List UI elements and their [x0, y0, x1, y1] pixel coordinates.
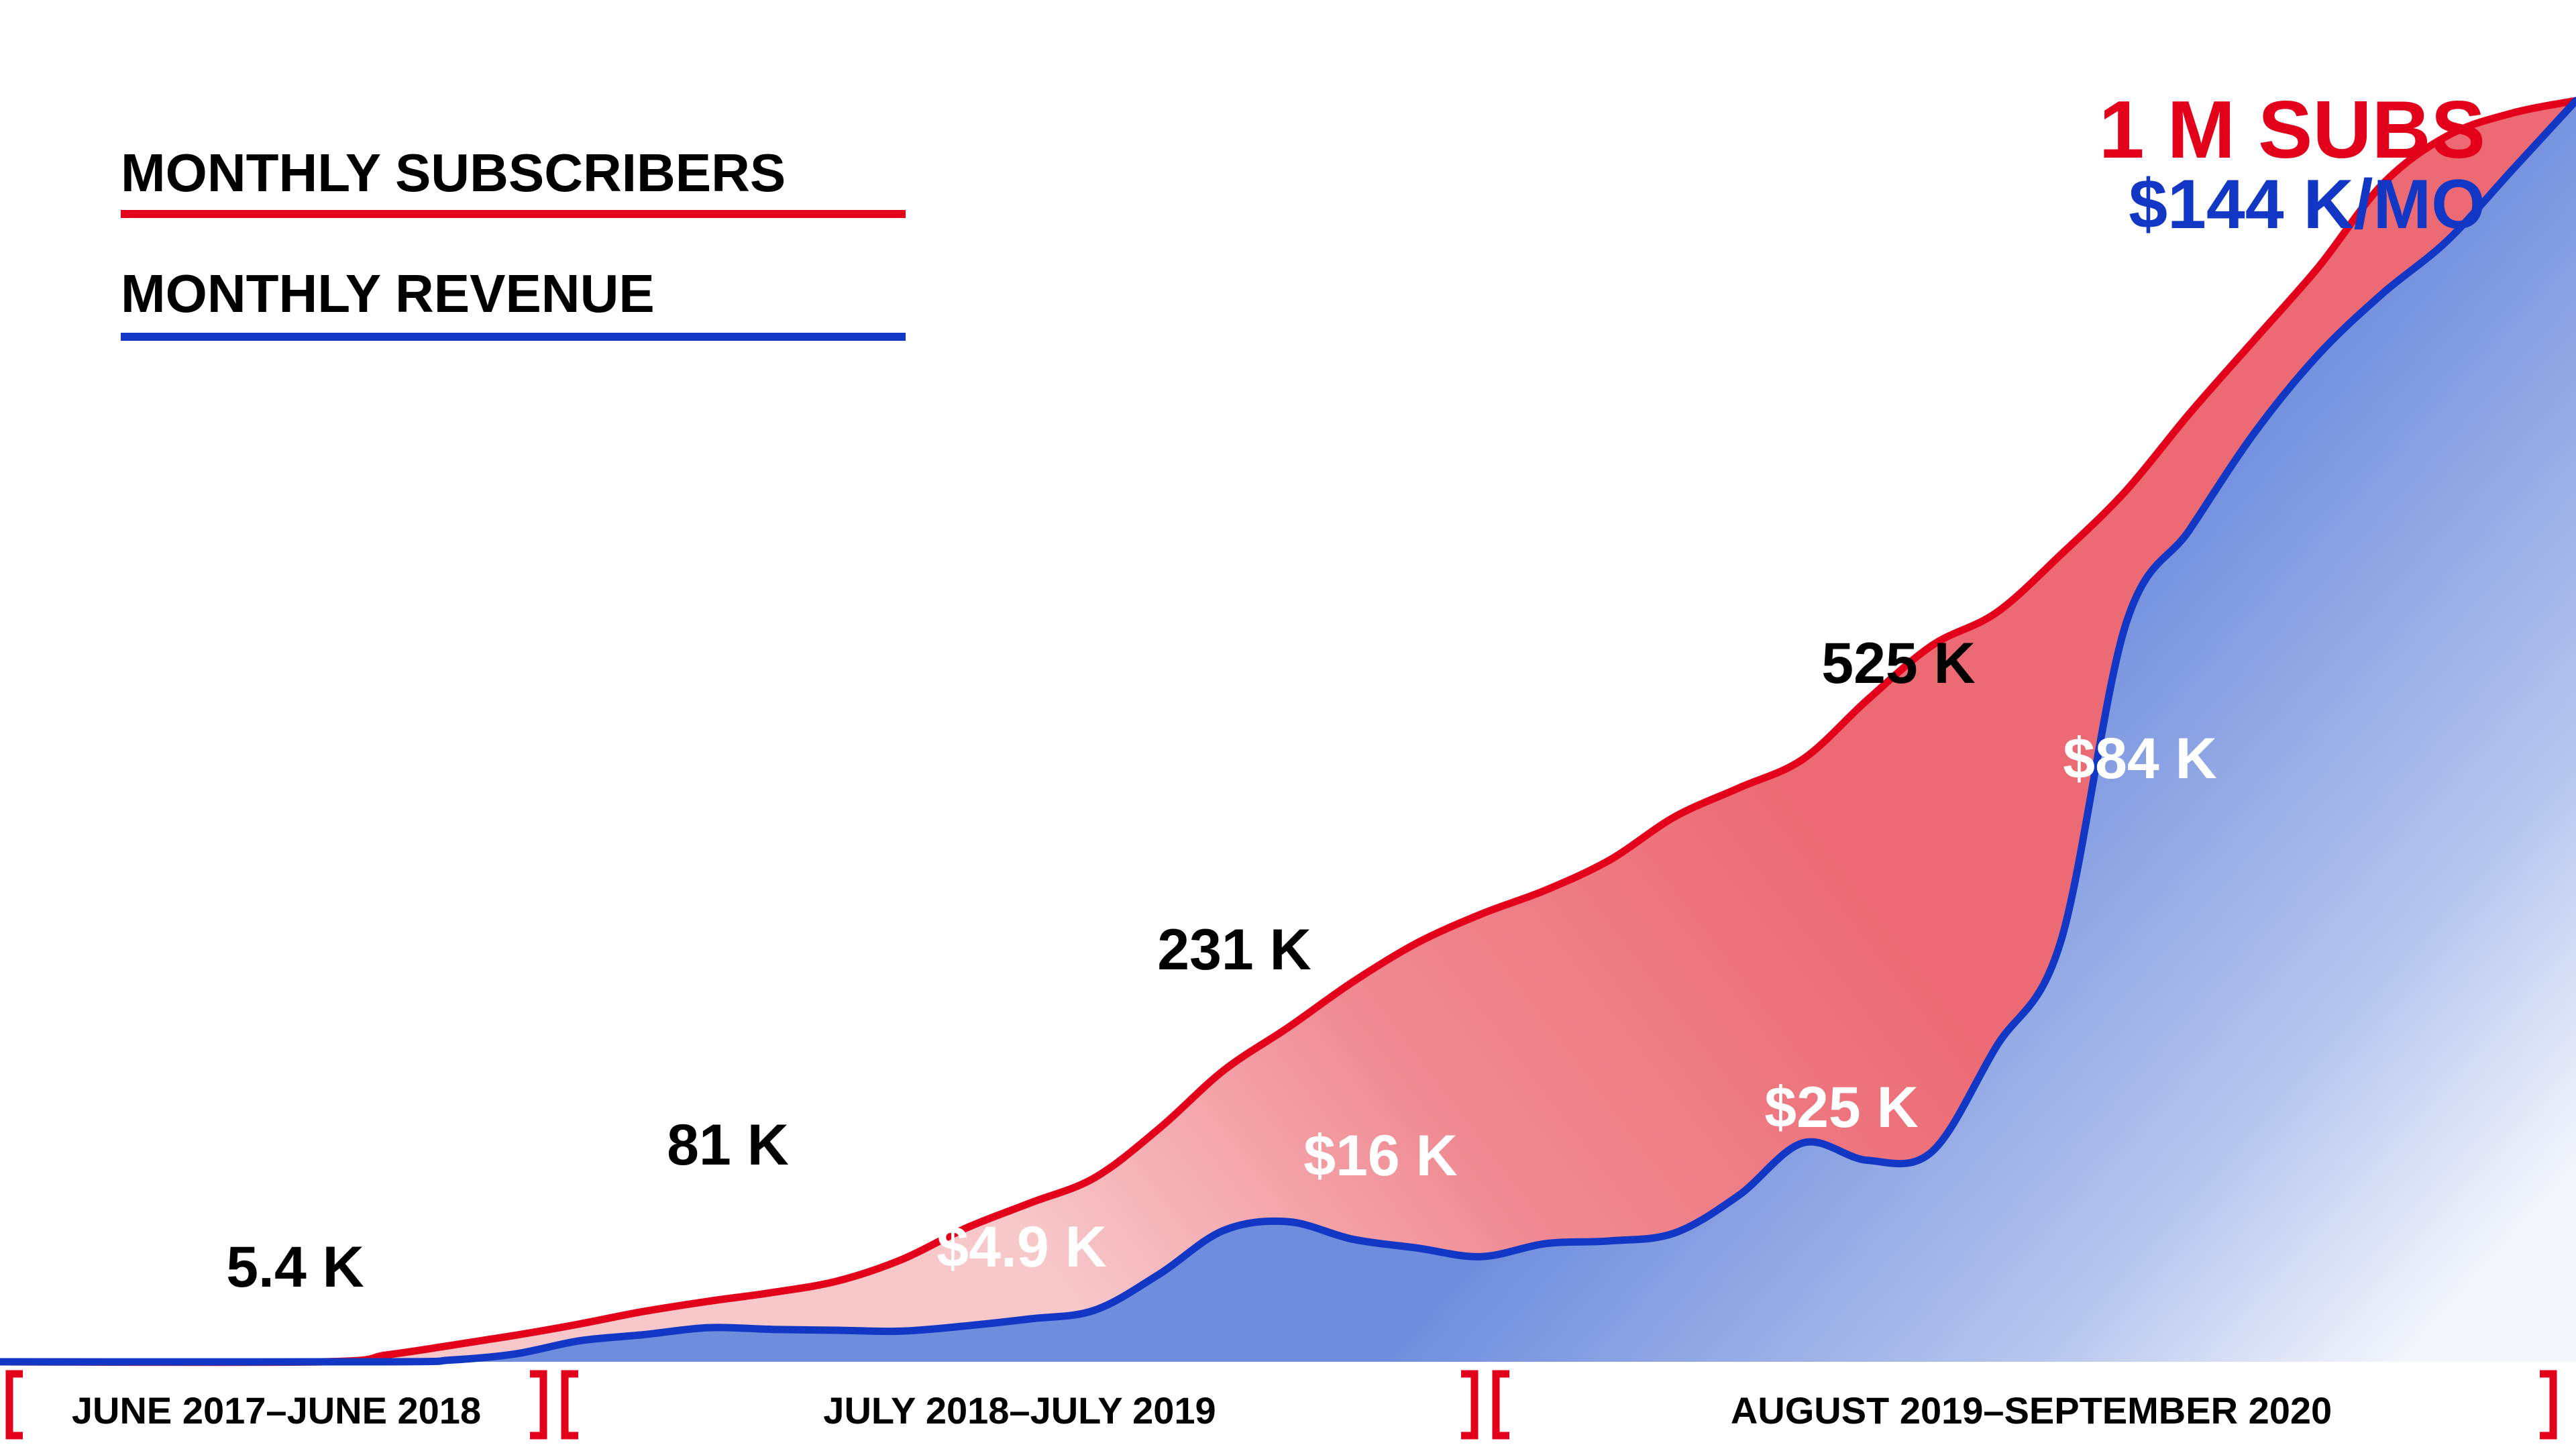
final-callout: 1 M SUBS $144 K/MO [2099, 84, 2485, 244]
bracket-close [2540, 1370, 2557, 1440]
subscriber-label: 5.4 K [226, 1235, 364, 1299]
revenue-area [0, 101, 2576, 1362]
bracket-open [561, 1370, 578, 1440]
revenue-label: $16 K [1303, 1124, 1458, 1188]
revenue-line [0, 97, 2576, 1366]
bracket-open [5, 1370, 23, 1440]
legend-subscribers-label: MONTHLY SUBSCRIBERS [121, 143, 786, 203]
legend-subscribers-swatch [121, 210, 906, 218]
bracket-close [530, 1370, 547, 1440]
period-labels: JUNE 2017–JUNE 2018 JULY 2018–JULY 2019 … [72, 1389, 2332, 1432]
legend-revenue-swatch [121, 333, 906, 341]
period-label: AUGUST 2019–SEPTEMBER 2020 [1731, 1389, 2332, 1432]
revenue-labels: $4.9 K $16 K $25 K $84 K [936, 727, 2216, 1279]
revenue-label: $25 K [1764, 1075, 1919, 1140]
subscriber-label: 525 K [1821, 631, 1976, 696]
revenue-label: $84 K [2063, 727, 2217, 791]
revenue-label: $4.9 K [936, 1215, 1106, 1279]
subscriber-label: 81 K [667, 1113, 789, 1177]
legend-revenue-label: MONTHLY REVENUE [121, 264, 655, 323]
callout-revenue: $144 K/MO [2129, 166, 2485, 244]
legend: MONTHLY SUBSCRIBERS MONTHLY REVENUE [121, 143, 906, 341]
period-label: JULY 2018–JULY 2019 [823, 1389, 1216, 1432]
bracket-close [1461, 1370, 1479, 1440]
subscriber-label: 231 K [1157, 918, 1311, 982]
period-brackets [5, 1370, 2557, 1440]
subscribers-area [0, 101, 2576, 1362]
period-label: JUNE 2017–JUNE 2018 [72, 1389, 481, 1432]
bracket-open [1492, 1370, 1509, 1440]
subscribers-line [0, 97, 2576, 1366]
callout-subscribers: 1 M SUBS [2099, 84, 2485, 175]
subscriber-labels: 5.4 K 81 K 231 K 525 K [226, 631, 1976, 1299]
